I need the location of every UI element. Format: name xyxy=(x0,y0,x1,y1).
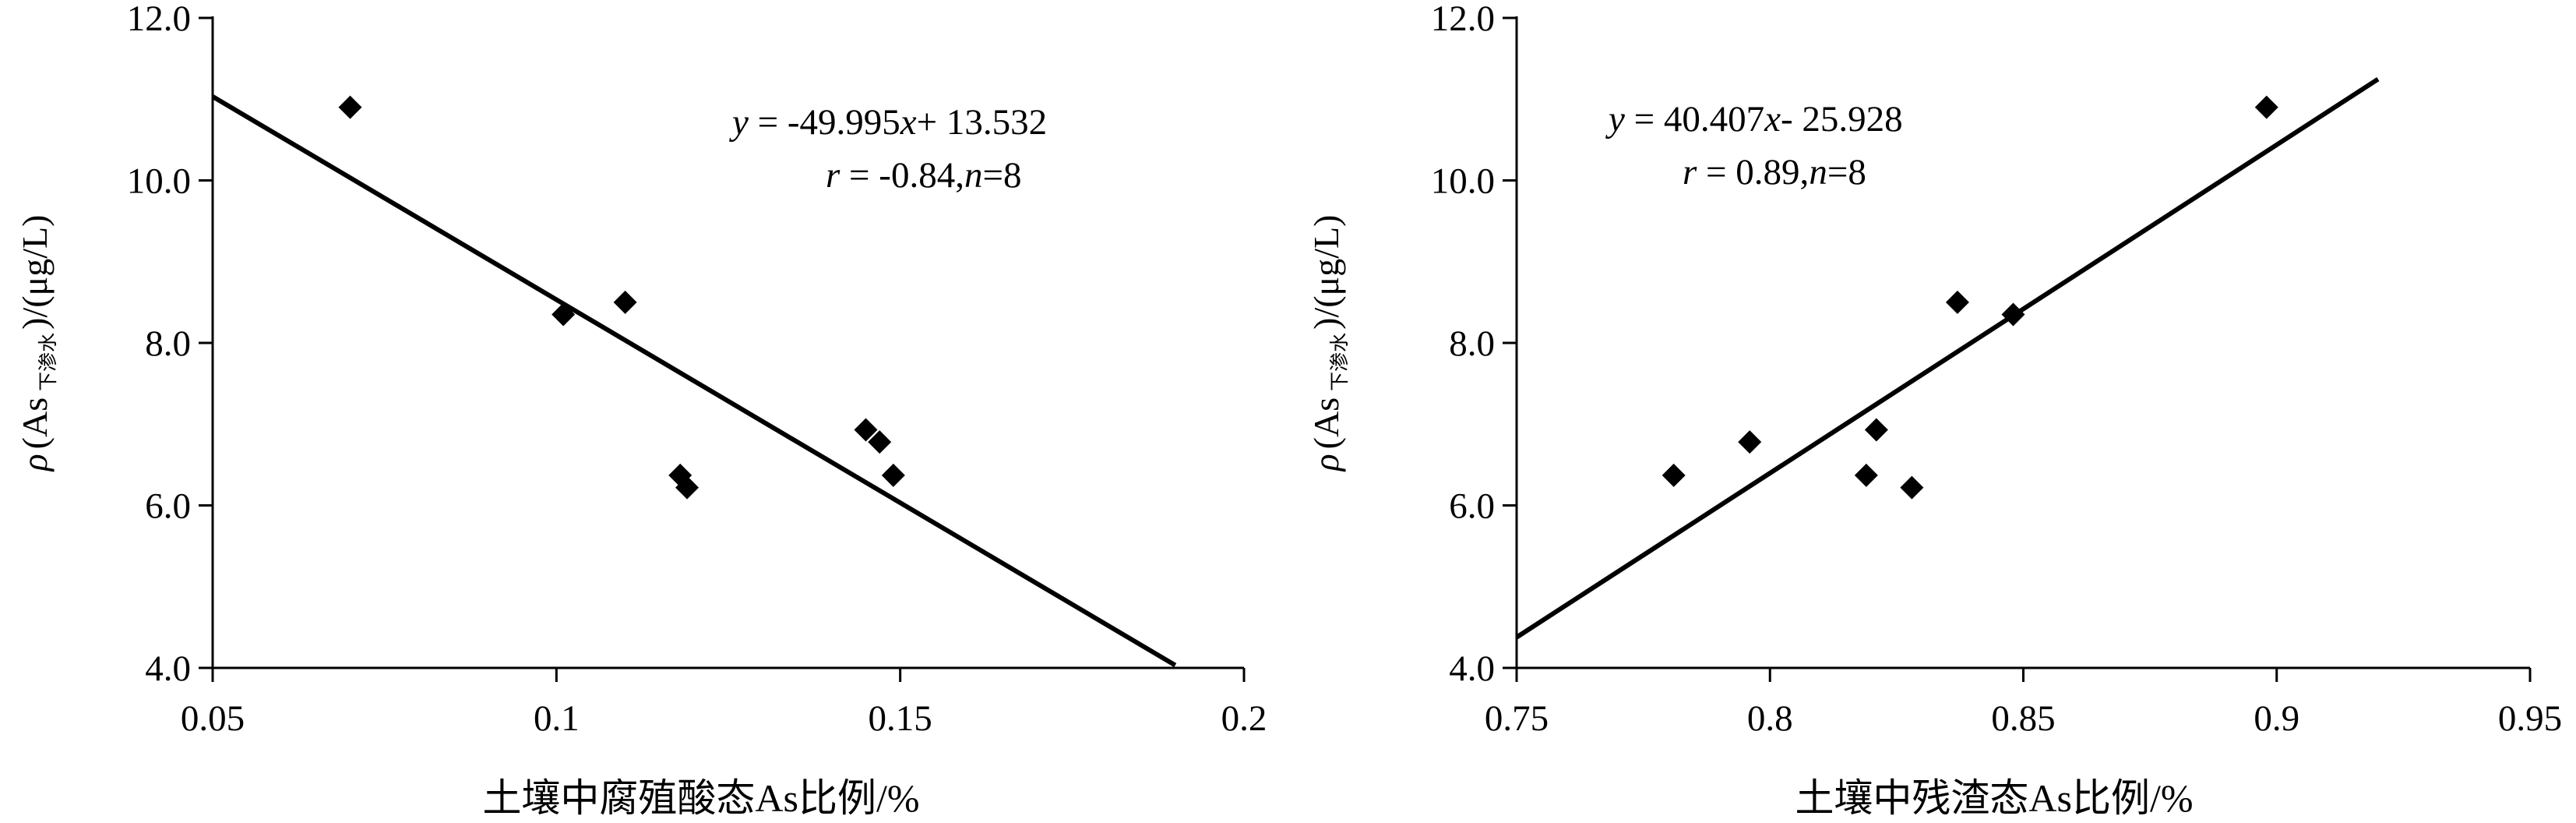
chart-residual: 4.0 6.0 8.0 10.0 12.0 0.75 0.8 0.85 0.9 0.95 ρ(As… xyxy=(1306,0,2562,820)
x-tick-label: 0.2 xyxy=(1221,698,1267,739)
regression-line xyxy=(211,94,1177,668)
data-point xyxy=(2254,95,2278,119)
regression-equation: y = -49.995x+ 13.532 xyxy=(729,102,1047,143)
data-point xyxy=(2001,302,2025,327)
x-axis-label: 土壤中残渣态As比例/% xyxy=(1795,776,2193,820)
data-point xyxy=(551,302,576,327)
correlation-text: r = 0.89,n=8 xyxy=(1683,152,1866,193)
x-axis-label: 土壤中腐殖酸态As比例/% xyxy=(482,776,919,820)
data-point xyxy=(1900,475,1924,500)
x-tick-label: 0.05 xyxy=(181,698,245,739)
data-point xyxy=(1738,430,1762,454)
data-point xyxy=(338,95,362,119)
regression-equation: y = 40.407x- 25.928 xyxy=(1605,99,1903,140)
y-tick-label: 4.0 xyxy=(145,648,191,689)
data-point xyxy=(1864,418,1888,442)
x-tick-label: 0.8 xyxy=(1747,698,1793,739)
y-tick-label: 12.0 xyxy=(127,0,191,39)
y-tick-label: 4.0 xyxy=(1449,648,1495,689)
y-tick-label: 10.0 xyxy=(127,161,191,202)
regression-line xyxy=(1515,77,2380,640)
plot-area: 4.0 6.0 8.0 10.0 12.0 0.75 0.8 0.85 0.9 0.95 xyxy=(1431,0,2562,739)
plot-area: 4.0 6.0 8.0 10.0 12.0 0.05 0.1 0.15 0.2 xyxy=(127,0,1267,739)
x-tick-label: 0.9 xyxy=(2254,698,2299,739)
data-point xyxy=(1662,463,1686,487)
y-tick-label: 6.0 xyxy=(145,486,191,527)
y-tick-label: 6.0 xyxy=(1449,486,1495,527)
y-tick-label: 12.0 xyxy=(1431,0,1495,39)
y-tick-label: 8.0 xyxy=(145,323,191,364)
x-tick-label: 0.95 xyxy=(2498,698,2562,739)
data-point xyxy=(881,463,905,487)
y-axis-label: ρ(As下渗水)/(μg/L) xyxy=(1306,215,1351,473)
data-point xyxy=(854,418,878,442)
y-tick-label: 10.0 xyxy=(1431,161,1495,202)
data-point xyxy=(1854,463,1878,487)
correlation-text: r = -0.84,n=8 xyxy=(826,155,1021,196)
x-tick-label: 0.1 xyxy=(534,698,580,739)
data-point xyxy=(1945,290,1969,314)
data-point xyxy=(613,290,637,314)
x-tick-label: 0.75 xyxy=(1485,698,1549,739)
x-tick-label: 0.15 xyxy=(869,698,932,739)
y-tick-label: 8.0 xyxy=(1449,323,1495,364)
data-point xyxy=(868,430,892,454)
y-axis-label: ρ(As下渗水)/(μg/L) xyxy=(15,215,59,473)
x-tick-label: 0.85 xyxy=(1991,698,2055,739)
data-point xyxy=(675,475,700,500)
chart-humic-acid: 4.0 6.0 8.0 10.0 12.0 0.05 0.1 0.15 0.2 ρ(As下渗水)… xyxy=(15,0,1267,820)
